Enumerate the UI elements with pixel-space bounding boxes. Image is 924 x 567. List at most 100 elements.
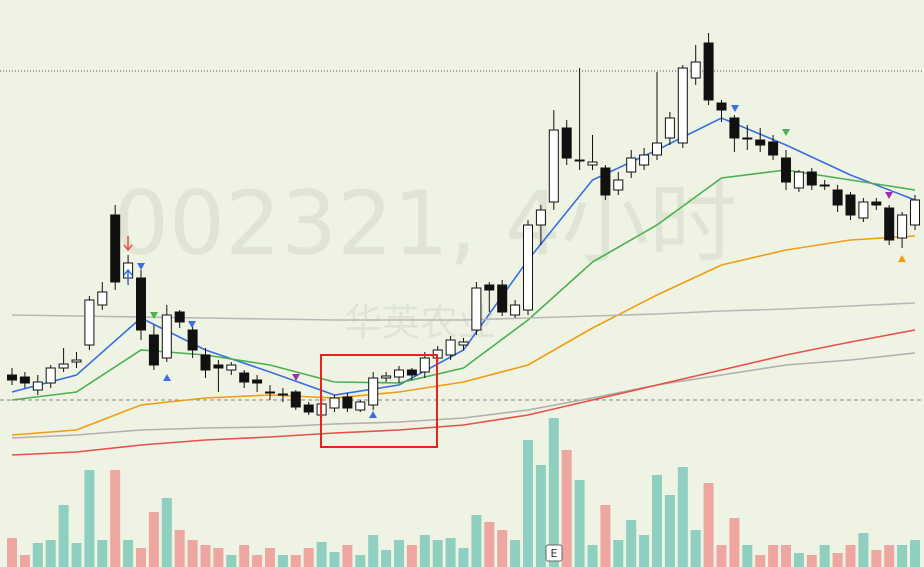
- volume-bar: [110, 470, 121, 567]
- candle-body: [677, 67, 688, 144]
- signal: [137, 263, 145, 270]
- volume-bar: [381, 550, 392, 567]
- candle-body: [97, 291, 108, 306]
- volume-bar: [187, 540, 198, 567]
- candle-body: [342, 396, 353, 409]
- signal: [898, 255, 906, 262]
- ma-layer: [11, 117, 916, 456]
- candle-body: [7, 374, 17, 381]
- moving-average: [11, 352, 916, 439]
- volume-bar: [200, 545, 211, 567]
- volume-bar: [97, 540, 108, 567]
- volume-bar: [71, 543, 82, 567]
- volume-bar: [484, 522, 495, 567]
- volume-bar: [213, 548, 224, 567]
- candle-body: [277, 393, 288, 396]
- volume-bar: [910, 540, 920, 567]
- candle-body: [484, 284, 495, 291]
- candle-body: [239, 372, 250, 383]
- volume-bar: [677, 467, 688, 567]
- candle-layer: [7, 33, 920, 418]
- candle-body: [174, 311, 185, 323]
- volume-bar: [664, 495, 675, 567]
- volume-bar: [806, 555, 817, 567]
- moving-average: [11, 329, 916, 456]
- volume-bar: [406, 545, 417, 567]
- candle-body: [755, 139, 766, 146]
- volume-bar: [316, 542, 327, 567]
- candle-body: [845, 194, 856, 216]
- event-button-label[interactable]: E: [551, 547, 558, 560]
- volume-bar: [652, 475, 662, 567]
- candle-body: [200, 354, 211, 371]
- candle-body: [819, 184, 830, 187]
- candle-body: [871, 201, 882, 206]
- signal: [885, 192, 893, 199]
- volume-bar: [355, 555, 366, 567]
- candle-body: [639, 154, 650, 166]
- candle-body: [226, 364, 237, 371]
- volume-bar: [32, 543, 43, 567]
- volume-bar: [858, 533, 869, 567]
- volume-bar: [626, 520, 637, 567]
- volume-bar: [277, 555, 288, 567]
- candle-body: [329, 397, 340, 409]
- volume-bar: [58, 505, 69, 567]
- volume-bar: [368, 535, 379, 567]
- candle-body: [32, 381, 43, 391]
- volume-bar: [497, 530, 508, 567]
- volume-bar: [45, 540, 56, 567]
- candle-body: [419, 357, 430, 373]
- candle-body: [806, 171, 817, 186]
- volume-bar: [600, 505, 611, 567]
- volume-bar: [394, 540, 404, 567]
- volume-bar: [574, 480, 585, 567]
- signal: [782, 129, 790, 136]
- volume-bar: [703, 483, 714, 567]
- candle-body: [884, 207, 895, 241]
- candle-body: [742, 137, 753, 140]
- volume-bar: [819, 545, 830, 567]
- candle-body: [110, 214, 121, 283]
- volume-bar: [84, 470, 95, 567]
- volume-bar: [290, 555, 301, 567]
- volume-bar: [845, 545, 856, 567]
- candle-body: [458, 341, 469, 346]
- candle-body: [45, 367, 56, 384]
- candle-body: [652, 142, 662, 156]
- volume-bar: [342, 545, 353, 567]
- signal: [163, 374, 171, 381]
- signals: [123, 105, 906, 418]
- candle-body: [613, 179, 624, 191]
- signal: [188, 321, 196, 328]
- volume-bar: [432, 540, 443, 567]
- candle-body: [148, 334, 159, 366]
- candle-body: [71, 359, 82, 363]
- volume-bar: [639, 535, 650, 567]
- candle-body: [406, 369, 417, 376]
- candle-body: [910, 199, 920, 226]
- candle-body: [445, 339, 456, 356]
- candle-body: [768, 141, 779, 156]
- event-button[interactable]: [545, 544, 563, 562]
- volume-bar: [587, 545, 598, 567]
- candle-body: [832, 189, 843, 206]
- highlight-box: [320, 354, 438, 448]
- volume-bar: [174, 530, 185, 567]
- volume-bar: [742, 545, 753, 567]
- candle-body: [355, 401, 366, 411]
- signal: [292, 374, 300, 381]
- volume-bar: [897, 545, 908, 567]
- candle-body: [793, 171, 804, 189]
- candle-body: [252, 379, 263, 384]
- candle-body: [381, 375, 392, 379]
- candle-body: [187, 329, 198, 351]
- volume-bar: [252, 555, 263, 567]
- volume-bar: [161, 498, 172, 567]
- volume-bar: [768, 545, 779, 567]
- candle-body: [664, 117, 675, 139]
- volume-bar: [548, 418, 559, 567]
- volume-bar: [561, 450, 572, 567]
- volume-bar: [871, 550, 882, 567]
- volume-bar: [226, 555, 237, 567]
